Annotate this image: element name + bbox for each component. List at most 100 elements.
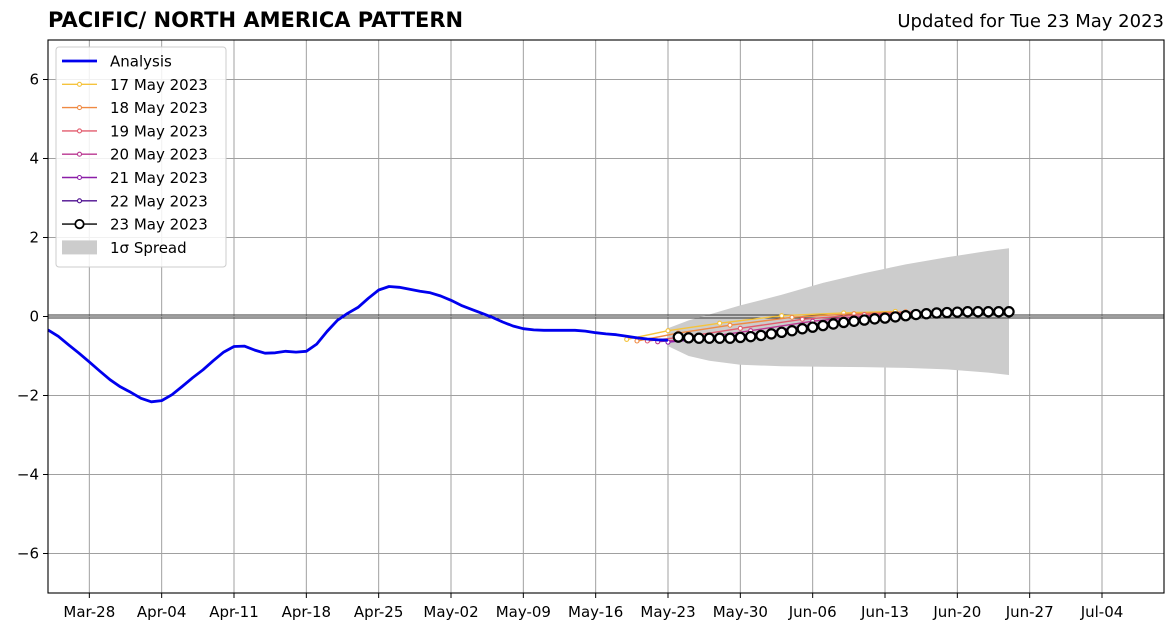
y-tick-label: −4 bbox=[17, 466, 39, 484]
x-tick-label: May-30 bbox=[713, 603, 768, 621]
x-tick-label: May-02 bbox=[423, 603, 478, 621]
legend-marker bbox=[76, 198, 83, 204]
series-point bbox=[693, 332, 705, 344]
forecast-series bbox=[624, 306, 1015, 345]
series-point bbox=[724, 332, 736, 344]
series-point bbox=[837, 316, 850, 329]
series-point bbox=[951, 306, 964, 318]
y-axis: −6 −4 −2 0 2 4 6 bbox=[17, 71, 48, 563]
legend-entry-18-may-2023: 18 May 2023 bbox=[62, 99, 208, 117]
legend-marker bbox=[76, 128, 83, 134]
series-point bbox=[775, 326, 788, 338]
series-point bbox=[858, 314, 871, 326]
legend-marker bbox=[76, 81, 83, 87]
legend-marker bbox=[76, 105, 83, 111]
series-point bbox=[992, 306, 1005, 318]
legend-label: 23 May 2023 bbox=[110, 216, 208, 234]
legend-entry-23-may-2023: 23 May 2023 bbox=[62, 216, 208, 234]
x-tick-label: Jul-04 bbox=[1080, 603, 1124, 621]
legend-entry-1-spread: 1σ Spread bbox=[62, 239, 187, 257]
x-tick-label: Apr-25 bbox=[354, 603, 404, 621]
series-point bbox=[624, 336, 630, 342]
series-point bbox=[744, 330, 757, 343]
y-tick-label: 2 bbox=[29, 229, 39, 247]
legend-marker bbox=[76, 174, 83, 181]
series-23-may-2023 bbox=[672, 306, 1015, 344]
series-point bbox=[682, 332, 695, 344]
x-tick-label: Apr-18 bbox=[282, 603, 332, 621]
y-tick-label: −2 bbox=[17, 387, 39, 405]
legend-entry-19-may-2023: 19 May 2023 bbox=[62, 122, 208, 140]
spread-band bbox=[668, 248, 1009, 375]
x-tick-label: May-09 bbox=[496, 603, 551, 621]
series-point bbox=[868, 313, 881, 325]
series-point bbox=[665, 328, 671, 334]
legend-label: 21 May 2023 bbox=[110, 169, 208, 187]
series-point bbox=[910, 308, 922, 321]
legend-swatch bbox=[62, 240, 97, 255]
series-point bbox=[796, 323, 809, 335]
analysis-series bbox=[47, 285, 669, 404]
grid bbox=[48, 40, 1164, 593]
x-tick-label: May-16 bbox=[568, 603, 623, 621]
y-tick-label: 4 bbox=[29, 150, 39, 168]
series-point bbox=[737, 325, 743, 331]
legend-label: 20 May 2023 bbox=[110, 146, 208, 164]
series-point bbox=[799, 316, 805, 322]
series-point bbox=[930, 307, 943, 319]
y-tick-label: 6 bbox=[29, 71, 39, 89]
series-point bbox=[755, 329, 767, 342]
series-point bbox=[727, 322, 733, 328]
series-point bbox=[827, 318, 840, 330]
x-axis: Mar-28 Apr-04 Apr-11 Apr-18 Apr-25 May-02 May-… bbox=[63, 593, 1123, 621]
series-point bbox=[713, 332, 726, 344]
series-point bbox=[703, 332, 716, 344]
x-tick-label: Mar-28 bbox=[63, 603, 115, 621]
legend-marker bbox=[76, 151, 83, 157]
series-point bbox=[806, 321, 819, 333]
legend-label: 18 May 2023 bbox=[110, 99, 208, 117]
legend-label: Analysis bbox=[110, 53, 172, 71]
x-tick-label: May-23 bbox=[640, 603, 695, 621]
chart-subtitle: Updated for Tue 23 May 2023 bbox=[897, 11, 1164, 32]
x-tick-label: Jun-06 bbox=[788, 603, 837, 621]
series-point bbox=[889, 311, 902, 323]
x-tick-label: Apr-11 bbox=[209, 603, 259, 621]
analysis-line bbox=[47, 285, 669, 404]
legend-box bbox=[55, 46, 227, 268]
series-point bbox=[789, 314, 795, 320]
series-point bbox=[941, 306, 953, 319]
series-point bbox=[879, 312, 891, 324]
series-point bbox=[899, 310, 912, 322]
series-point bbox=[1003, 306, 1015, 318]
x-tick-label: Jun-27 bbox=[1005, 603, 1054, 621]
chart-title: PACIFIC/ NORTH AMERICA PATTERN bbox=[48, 8, 464, 32]
series-point bbox=[817, 319, 829, 332]
legend-entry-22-may-2023: 22 May 2023 bbox=[62, 192, 208, 210]
series-point bbox=[717, 320, 723, 326]
series-point bbox=[765, 328, 778, 340]
legend: Analysis 17 May 2023 18 May 2023 19 May 202… bbox=[55, 46, 227, 268]
x-tick-label: Apr-04 bbox=[137, 603, 187, 621]
series-point bbox=[734, 331, 747, 344]
legend-entry-analysis: Analysis bbox=[62, 53, 172, 71]
legend-entry-21-may-2023: 21 May 2023 bbox=[62, 169, 208, 187]
series-point bbox=[786, 325, 798, 337]
y-tick-label: −6 bbox=[17, 545, 39, 563]
x-tick-label: Jun-20 bbox=[932, 603, 981, 621]
legend-label: 19 May 2023 bbox=[110, 122, 208, 140]
series-point bbox=[779, 313, 785, 319]
series-point bbox=[961, 306, 974, 318]
y-tick-label: 0 bbox=[29, 308, 39, 326]
series-point bbox=[634, 338, 640, 344]
series-point bbox=[982, 306, 995, 318]
series-point bbox=[848, 315, 860, 327]
legend-entry-17-may-2023: 17 May 2023 bbox=[62, 76, 208, 94]
legend-label: 22 May 2023 bbox=[110, 192, 208, 210]
series-point bbox=[920, 308, 933, 320]
legend-marker bbox=[74, 219, 85, 230]
legend-label: 17 May 2023 bbox=[110, 76, 208, 94]
x-tick-label: Jun-13 bbox=[860, 603, 909, 621]
series-point bbox=[972, 306, 984, 318]
